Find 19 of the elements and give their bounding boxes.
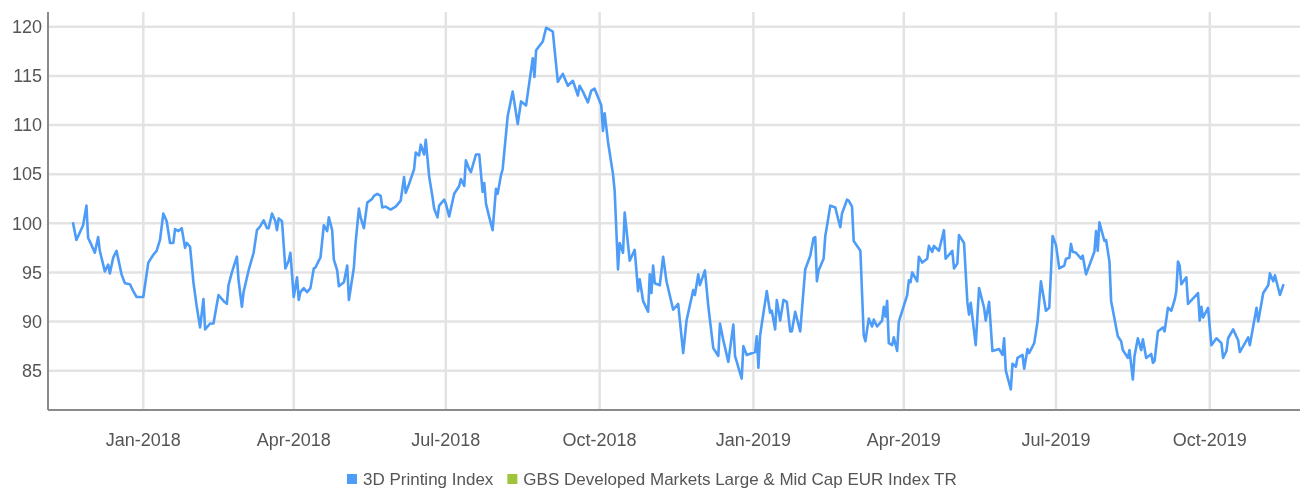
y-tick-label: 85 <box>21 360 42 381</box>
y-tick-label: 110 <box>13 115 42 136</box>
y-tick-label: 115 <box>13 66 42 87</box>
x-tick-label: Jan-2018 <box>105 430 181 450</box>
x-tick-label: Oct-2018 <box>562 430 637 450</box>
legend-label: GBS Developed Markets Large & Mid Cap EUR Index TR <box>523 470 957 489</box>
x-tick-label: Jan-2019 <box>715 430 791 450</box>
legend-label: 3D Printing Index <box>362 470 494 489</box>
x-tick-label: Apr-2019 <box>866 430 941 450</box>
x-tick-label: Jul-2019 <box>1021 430 1091 450</box>
x-tick-label: Oct-2019 <box>1172 430 1247 450</box>
line-series <box>71 26 1285 391</box>
y-tick-label: 90 <box>21 311 42 332</box>
y-tick-label: 100 <box>11 213 42 234</box>
x-tick-label: Jul-2018 <box>411 430 481 450</box>
y-tick-label: 105 <box>11 164 42 185</box>
y-tick-label: 120 <box>11 17 42 38</box>
x-tick-label: Apr-2018 <box>256 430 331 450</box>
y-tick-label: 95 <box>21 262 42 283</box>
